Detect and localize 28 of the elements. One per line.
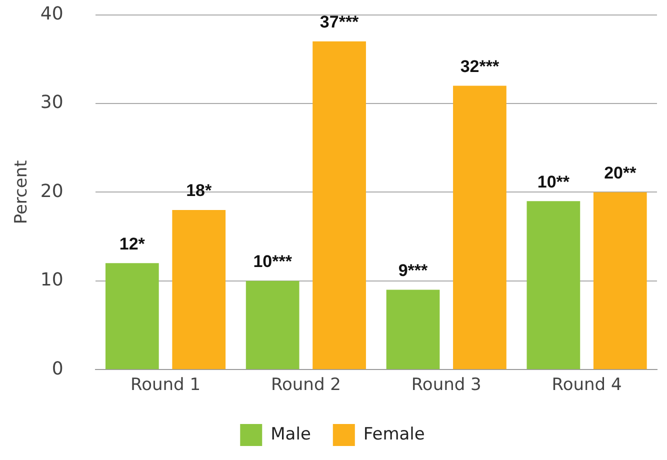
data-label: 37*** <box>320 12 360 32</box>
data-label: 9*** <box>398 260 428 280</box>
y-tick-label: 20 <box>40 180 64 202</box>
bar <box>453 86 506 370</box>
bar <box>526 201 580 370</box>
legend-label: Female <box>363 424 425 444</box>
bar <box>246 280 300 370</box>
data-label: 32*** <box>460 56 500 76</box>
x-tick-label: Round 3 <box>411 375 482 396</box>
bar <box>105 263 159 370</box>
data-label: 18* <box>186 181 212 200</box>
annotation: 10** <box>537 172 570 192</box>
bar <box>312 41 366 370</box>
x-tick-label: Round 4 <box>552 375 622 396</box>
x-tick-label: Round 2 <box>270 375 341 396</box>
y-tick-label: 0 <box>52 358 64 380</box>
legend-label: Male <box>270 424 311 444</box>
data-label: 12* <box>119 234 146 254</box>
data-label: 20** <box>604 163 637 182</box>
y-tick-label: 30 <box>40 92 64 114</box>
y-axis-title: Percent <box>12 160 32 224</box>
data-label: 10*** <box>253 252 292 272</box>
bar <box>172 210 226 370</box>
bar <box>386 290 440 370</box>
bar <box>593 192 647 370</box>
y-tick-label: 10 <box>40 270 64 291</box>
x-tick-label: Round 1 <box>130 375 201 396</box>
y-tick-label: 40 <box>40 3 64 24</box>
